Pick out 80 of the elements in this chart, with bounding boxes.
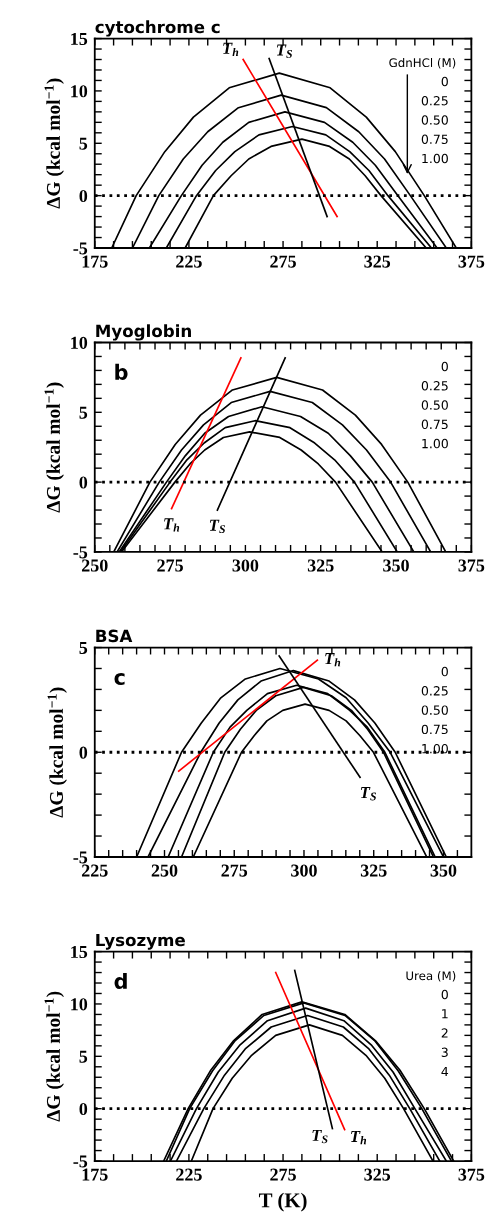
x-tick-label: 350 <box>383 559 409 572</box>
x-tick-label: 250 <box>81 559 108 572</box>
annotation: 4 <box>441 1066 449 1077</box>
annotation: 2 <box>441 1028 448 1038</box>
y-tick-label: -5 <box>73 1155 88 1168</box>
y-tick-label: 0 <box>79 476 88 489</box>
annotation: 1.00 <box>422 438 448 449</box>
y-tick-label: -5 <box>73 851 88 864</box>
y-tick-label: 10 <box>71 998 88 1011</box>
annotation: T$_{S}$ <box>276 44 293 58</box>
annotation: 0.25 <box>421 95 448 106</box>
x-tick-label: 375 <box>458 1168 485 1181</box>
annotation: 3 <box>441 1047 448 1058</box>
annotation: 1.00 <box>422 153 448 164</box>
x-tick-label: 350 <box>430 864 457 877</box>
x-tick-label: 325 <box>364 1168 391 1181</box>
chart-title: Lysozyme <box>96 933 185 950</box>
x-tick-label: 175 <box>82 255 108 268</box>
x-tick-label: 250 <box>151 864 178 877</box>
x-axis-title: T (K) <box>258 1192 307 1212</box>
text: b <box>115 363 128 380</box>
x-tick-label: 275 <box>270 1168 296 1181</box>
annotation: 0.75 <box>421 134 448 144</box>
x-tick-label: 275 <box>270 255 296 268</box>
annotation: 0.75 <box>421 419 448 430</box>
x-tick-label: 225 <box>81 864 108 877</box>
y-tick-label: 0 <box>79 746 88 759</box>
y-tick-label: 5 <box>79 1050 88 1063</box>
chart-title: cytochrome c <box>95 20 220 37</box>
x-tick-label: 375 <box>458 559 485 572</box>
annotation: T$_{h}$ <box>164 518 180 532</box>
annotation: 0.25 <box>421 381 448 391</box>
x-tick-label: 300 <box>232 559 259 572</box>
y-axis-title: ΔG (kcal mol$^{−1}$) <box>44 382 64 513</box>
y-tick-label: -5 <box>73 546 88 559</box>
annotation: T$_{h}$ <box>223 42 239 56</box>
x-tick-label: 225 <box>176 255 202 268</box>
x-tick-label: 325 <box>307 559 334 572</box>
annotation: T$_{h}$ <box>325 653 341 667</box>
y-axis-title: ΔG (kcal mol$^{−1}$) <box>47 687 67 818</box>
y-axis-title: ΔG (kcal mol$^{−1}$) <box>44 991 64 1122</box>
annotation: 0.50 <box>421 705 448 715</box>
legend-title: Urea (M) <box>406 971 456 982</box>
annotation: 0.50 <box>421 400 448 410</box>
annotation: T$_{h}$ <box>351 1130 367 1145</box>
annotation: 0 <box>441 76 448 87</box>
y-tick-label: 10 <box>71 336 88 349</box>
annotation: 0 <box>441 989 448 1000</box>
y-tick-label: 15 <box>71 32 88 45</box>
chart-title: BSA <box>96 629 133 643</box>
annotation: 0.25 <box>421 686 448 696</box>
x-tick-label: 375 <box>458 255 485 268</box>
annotation: 0 <box>441 361 448 372</box>
x-tick-label: 325 <box>364 255 391 268</box>
x-tick-label: 275 <box>221 864 248 877</box>
x-tick-label: 325 <box>360 864 387 877</box>
legend-title: GdnHCl (M) <box>389 57 456 69</box>
annotation: 0.75 <box>421 724 448 735</box>
y-axis-title: ΔG (kcal mol$^{−1}$) <box>44 78 64 209</box>
x-tick-label: 175 <box>82 1168 108 1181</box>
annotation: 1 <box>442 1009 448 1019</box>
annotation: T$_{S}$ <box>360 787 377 801</box>
annotation: T$_{S}$ <box>312 1129 328 1144</box>
x-tick-label: 225 <box>176 1168 202 1181</box>
x-tick-label: 275 <box>157 559 183 572</box>
y-tick-label: 0 <box>79 189 88 203</box>
y-tick-label: 5 <box>79 137 88 150</box>
chart-title: Myoglobin <box>96 324 191 341</box>
y-tick-label: 5 <box>79 641 88 654</box>
y-tick-label: 5 <box>79 406 88 419</box>
annotation: 0 <box>441 666 448 677</box>
annotation: T$_{S}$ <box>209 519 226 534</box>
annotation: 0.50 <box>421 115 448 125</box>
text: c <box>114 673 125 685</box>
y-tick-label: 0 <box>79 1102 88 1116</box>
y-tick-label: 15 <box>71 945 88 959</box>
y-tick-label: -5 <box>73 242 88 255</box>
x-tick-label: 300 <box>291 864 317 877</box>
y-tick-label: 10 <box>71 85 88 98</box>
text: d <box>114 972 127 990</box>
